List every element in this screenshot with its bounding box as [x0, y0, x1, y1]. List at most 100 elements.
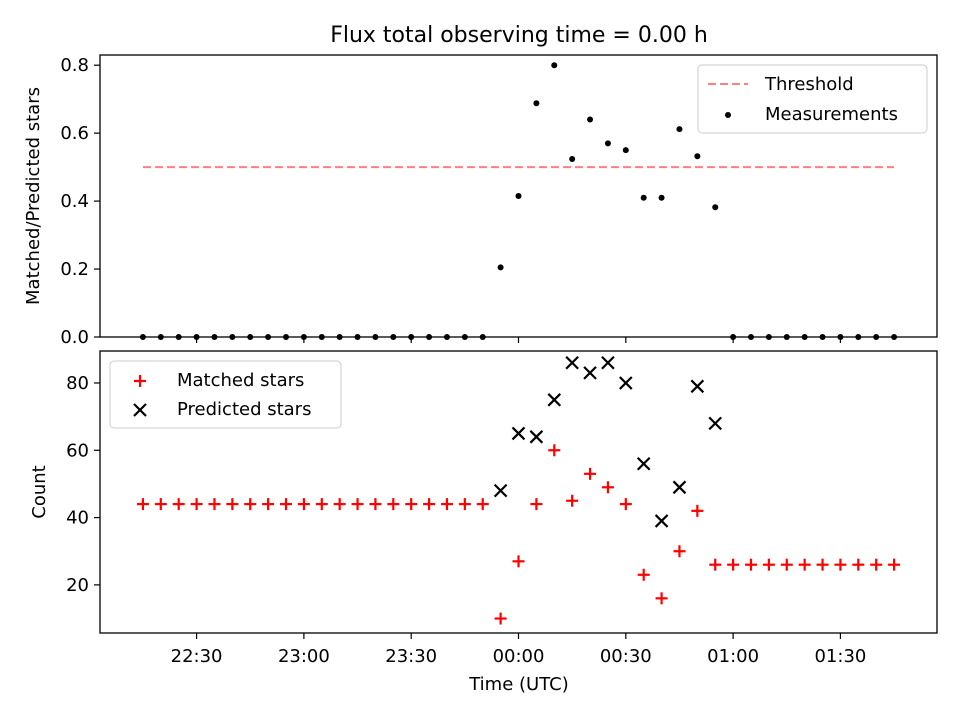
- top-y-axis-label: Matched/Predicted stars: [23, 87, 44, 305]
- measurement-point: [229, 334, 236, 340]
- measurement-point: [765, 334, 772, 340]
- measurement-point: [640, 194, 647, 201]
- predicted-star-point: [601, 356, 615, 370]
- x-tick-label: 23:30: [385, 646, 437, 667]
- bottom-y-ticks: 20 40 60 80: [66, 373, 100, 596]
- measurement-point: [783, 334, 790, 340]
- predicted-stars-series: [493, 356, 723, 528]
- matched-star-point: [870, 558, 883, 571]
- matched-star-point: [727, 558, 740, 571]
- matched-star-point: [387, 498, 400, 511]
- measurement-point: [551, 62, 558, 69]
- x-tick-label: 00:30: [600, 646, 652, 667]
- measurement-point: [837, 334, 844, 340]
- matched-star-point: [816, 558, 829, 571]
- matched-star-point: [619, 498, 632, 511]
- measurement-point: [676, 126, 683, 133]
- bottom-y-axis-label: Count: [29, 465, 50, 518]
- legend-predicted-swatch: [133, 403, 147, 417]
- top-y-tick-label: 0.0: [60, 327, 89, 348]
- matched-star-point: [369, 498, 382, 511]
- matched-star-point: [405, 498, 418, 511]
- matched-star-point: [673, 545, 686, 558]
- measurement-point: [730, 334, 737, 340]
- matched-star-point: [530, 498, 543, 511]
- x-axis-label: Time (UTC): [468, 674, 569, 695]
- x-tick-label: 01:30: [814, 646, 866, 667]
- measurement-point: [372, 334, 379, 340]
- measurement-point: [515, 193, 522, 199]
- matched-star-point: [244, 498, 257, 511]
- measurement-point: [497, 264, 504, 271]
- measurement-point: [587, 116, 594, 123]
- matched-star-point: [548, 444, 561, 457]
- top-legend-box: [697, 64, 928, 134]
- matched-star-point: [280, 498, 292, 511]
- matched-star-point: [494, 612, 507, 625]
- matched-star-point: [655, 592, 668, 605]
- measurement-point: [604, 140, 611, 147]
- measurement-point: [658, 194, 665, 201]
- measurement-point: [461, 334, 468, 340]
- matched-star-point: [154, 498, 167, 511]
- matched-star-point: [190, 498, 203, 511]
- matched-star-point: [798, 558, 811, 571]
- measurement-point: [139, 334, 146, 340]
- matched-star-point: [584, 467, 597, 480]
- matched-star-point: [172, 498, 185, 511]
- measurement-point: [354, 334, 361, 340]
- bottom-panel: 22:30 23:00 23:30 00:00 00:30 01:00 01:30 20 40…: [29, 350, 938, 695]
- top-y-tick-label: 0.8: [60, 55, 89, 76]
- measurement-point: [211, 334, 218, 340]
- measurement-point: [426, 334, 433, 340]
- top-panel: 0.00.20.40.60.8 Matched/Predicted stars …: [23, 54, 938, 348]
- matched-star-point: [601, 481, 614, 494]
- measurement-point: [283, 334, 289, 340]
- matched-star-point: [512, 555, 525, 568]
- matched-stars-series: [136, 444, 901, 625]
- matched-star-point: [333, 498, 346, 511]
- predicted-star-point: [583, 366, 597, 380]
- matched-star-point: [637, 568, 650, 581]
- x-tick-label: 01:00: [707, 646, 759, 667]
- measurement-point: [193, 334, 200, 340]
- x-tick-label: 22:30: [171, 646, 223, 667]
- top-y-tick-label: 0.4: [60, 191, 89, 212]
- chart-title: Flux total observing time = 0.00 h: [330, 23, 708, 48]
- matched-star-point: [226, 498, 239, 511]
- measurement-point: [622, 147, 629, 154]
- measurement-point: [801, 334, 808, 340]
- predicted-star-point: [672, 480, 687, 495]
- top-legend: Threshold Measurements: [697, 64, 928, 134]
- legend-matched-label: Matched stars: [177, 370, 304, 391]
- measurement-point: [318, 334, 325, 340]
- measurement-point: [157, 334, 164, 340]
- predicted-star-point: [619, 376, 633, 390]
- top-y-tick-label: 0.6: [60, 123, 89, 144]
- measurement-point: [712, 204, 719, 211]
- measurement-point: [873, 334, 880, 340]
- x-tick-label: 23:00: [278, 646, 330, 667]
- matched-star-point: [691, 504, 704, 517]
- legend-measurements-swatch: [725, 112, 731, 118]
- predicted-star-point: [493, 483, 508, 498]
- predicted-star-point: [636, 456, 651, 471]
- bottom-legend: Matched stars Predicted stars: [109, 360, 342, 429]
- measurement-point: [443, 334, 450, 340]
- matched-star-point: [709, 558, 722, 571]
- matched-star-point: [762, 558, 775, 571]
- matched-star-point: [440, 498, 453, 511]
- matched-star-point: [476, 498, 489, 511]
- measurement-point: [891, 334, 898, 340]
- bottom-y-tick-label: 20: [66, 575, 89, 596]
- bottom-y-tick-label: 40: [66, 508, 89, 529]
- matched-star-point: [297, 498, 310, 511]
- matched-star-point: [566, 494, 579, 507]
- matched-star-point: [136, 498, 149, 511]
- measurement-point: [819, 334, 826, 340]
- measurement-point: [247, 334, 254, 340]
- top-y-ticks: 0.0 0.2 0.4 0.6 0.8: [60, 55, 100, 348]
- measurement-point: [479, 334, 486, 340]
- measurement-point: [748, 334, 754, 340]
